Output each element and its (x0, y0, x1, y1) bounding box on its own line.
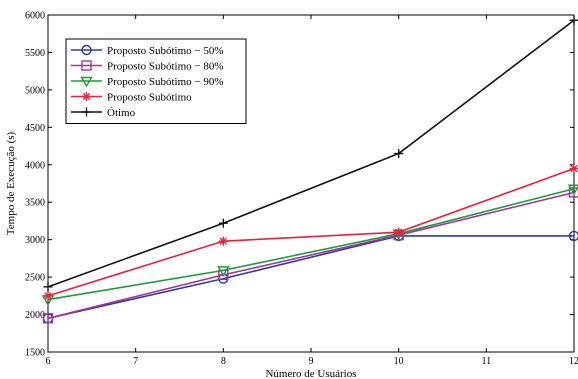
legend-item: Proposto Subótimo − 90% (71, 76, 224, 88)
legend-marker (82, 92, 91, 101)
y-tick-label: 2500 (25, 273, 45, 284)
data-point (567, 184, 578, 196)
legend-label: Ótimo (107, 107, 136, 119)
legend-item: Proposto Subótimo (71, 92, 192, 104)
legend-item: Proposto Subótimo − 50% (71, 44, 224, 57)
x-tick-label: 9 (309, 356, 314, 367)
asterisk-stroke (219, 237, 228, 245)
legend-label: Proposto Subótimo − 50% (107, 45, 224, 57)
legend-item: Proposto Subótimo − 80% (71, 60, 224, 73)
data-point (218, 236, 228, 246)
asterisk-stroke (82, 92, 91, 101)
legend-item: Ótimo (71, 107, 136, 119)
asterisk-stroke (394, 228, 403, 236)
legend-marker (82, 107, 91, 117)
legend-label: Proposto Subótimo − 80% (107, 61, 224, 73)
data-point (568, 230, 578, 242)
x-axis-title: Número de Usuários (265, 368, 356, 379)
data-point (569, 15, 578, 25)
y-tick-label: 4000 (25, 160, 45, 171)
y-tick-label: 3000 (25, 235, 45, 246)
y-tick-label: 3500 (25, 198, 45, 209)
series-line (47, 167, 575, 297)
data-point (394, 227, 404, 237)
data-point (394, 149, 404, 159)
series-line (47, 187, 575, 301)
data-point (43, 291, 53, 301)
axes: 6 7 8 9 10 11 12 1500 2000 2500 3000 3500 4000 4500 50… (25, 11, 578, 368)
legend-marker (80, 76, 93, 88)
series-line (47, 19, 575, 288)
series-line (47, 191, 575, 320)
series-group (41, 15, 578, 324)
data-point (569, 164, 578, 174)
data-point (42, 313, 54, 324)
asterisk-stroke (44, 292, 52, 300)
x-tick-label: 7 (133, 356, 138, 367)
y-tick-label: 5500 (25, 48, 45, 59)
x-tick-label: 10 (394, 356, 404, 367)
x-tick-label: 8 (221, 356, 226, 367)
legend-label: Proposto Subótimo − 90% (107, 76, 224, 88)
legend-label: Proposto Subótimo (107, 92, 192, 104)
asterisk-stroke (570, 164, 578, 173)
y-tick-label: 4500 (25, 123, 45, 134)
series-line (47, 235, 574, 320)
y-tick-label: 5000 (25, 85, 45, 96)
legend: Proposto Subótimo − 50% Proposto Subótimo… (65, 38, 247, 124)
y-tick-label: 2000 (25, 310, 45, 321)
x-tick-label: 6 (46, 356, 51, 367)
x-tick-label: 12 (569, 356, 578, 367)
data-point (568, 187, 578, 198)
series-4 (43, 164, 578, 301)
y-tick-label: 1500 (25, 348, 45, 359)
series-5 (43, 15, 578, 292)
x-tick-label: 11 (482, 356, 492, 367)
y-axis-title: Tempo de Execução (s) (5, 131, 17, 235)
legend-marker (81, 60, 92, 71)
data-point (218, 218, 228, 228)
y-tick-label: 6000 (25, 11, 45, 22)
data-point (217, 266, 230, 277)
legend-marker (81, 44, 92, 56)
data-point (43, 282, 53, 292)
